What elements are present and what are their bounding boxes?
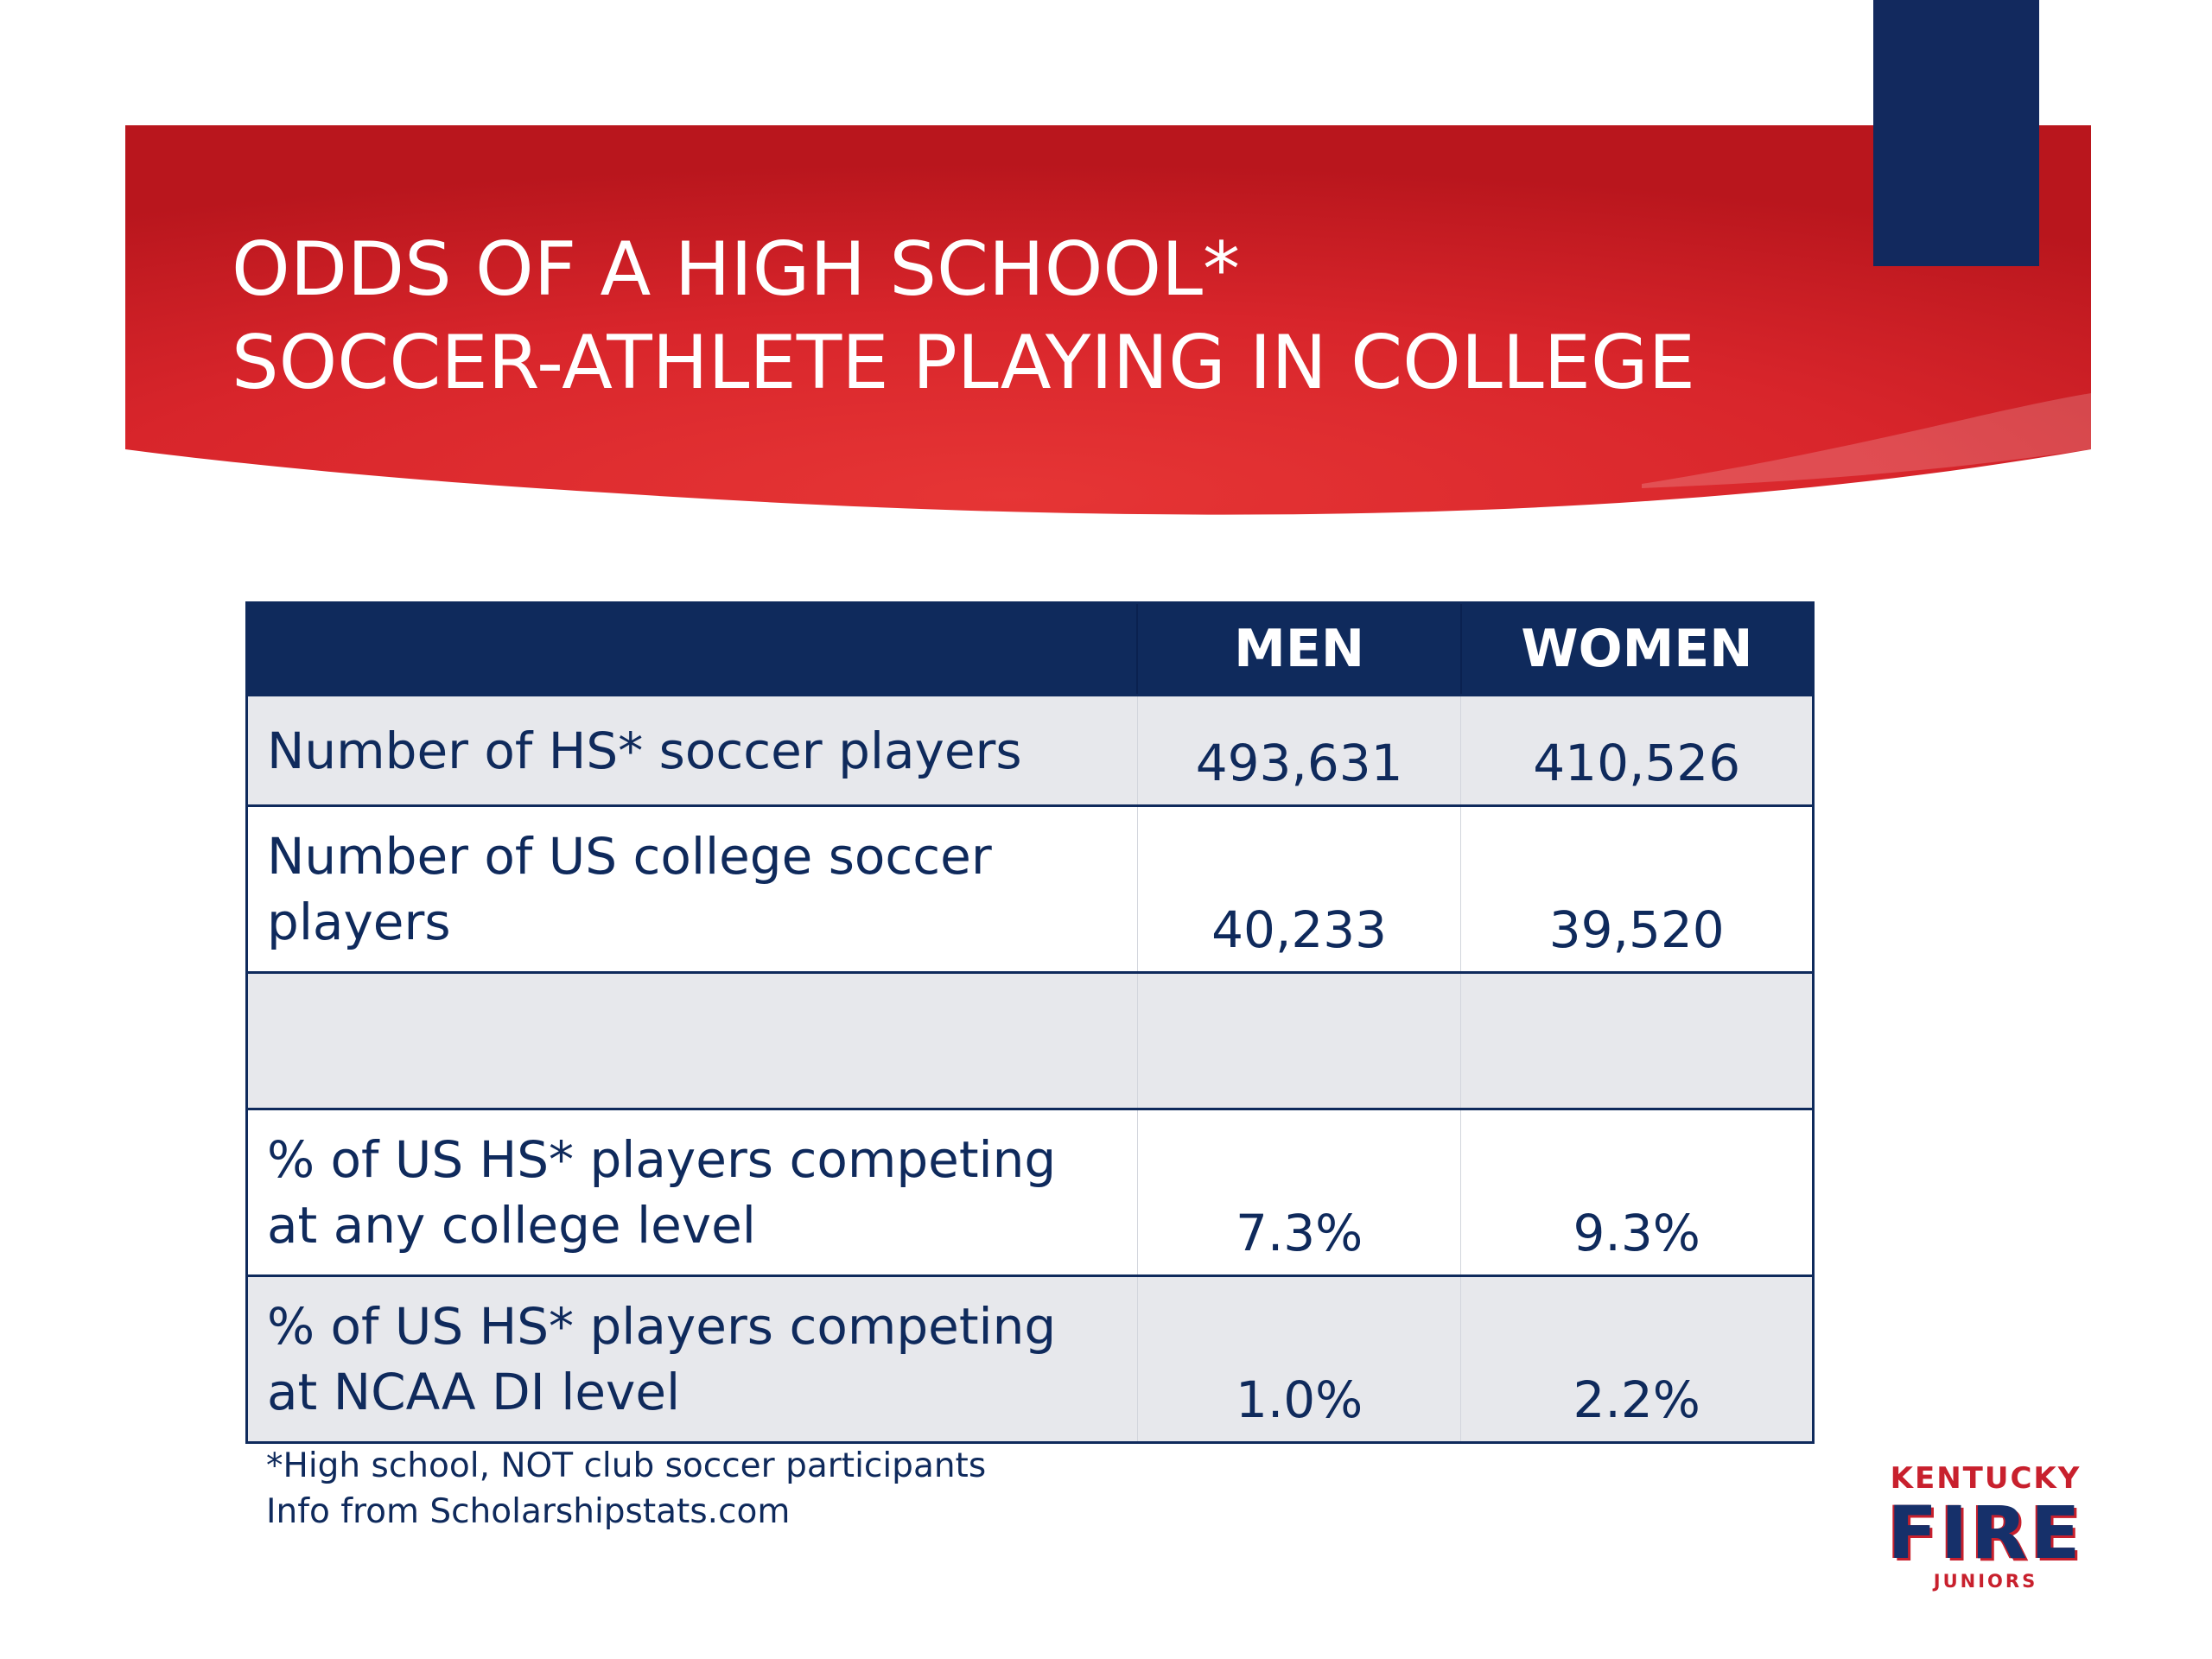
header-label-cell bbox=[246, 602, 1138, 696]
men-value: 1.0% bbox=[1136, 1274, 1461, 1443]
row-label-line: Number of HS* soccer players bbox=[267, 721, 1022, 780]
logo-juniors-text: JUNIORS bbox=[1933, 1571, 2038, 1592]
women-value: 410,526 bbox=[1460, 694, 1814, 806]
row-label-line: at any college level bbox=[267, 1196, 756, 1255]
footnote-line: Info from Scholarshipstats.com bbox=[266, 1492, 791, 1531]
header-women: WOMEN bbox=[1459, 602, 1814, 696]
row-label bbox=[246, 971, 1138, 1109]
women-value: 39,520 bbox=[1460, 804, 1814, 973]
men-value: 7.3% bbox=[1136, 1108, 1461, 1276]
navy-accent-bar bbox=[1873, 0, 2039, 266]
header-men: MEN bbox=[1136, 602, 1461, 696]
men-value: 493,631 bbox=[1136, 694, 1461, 806]
title-line-1: ODDS OF A HIGH SCHOOL* bbox=[232, 226, 1241, 313]
row-label-line: % of US HS* players competing bbox=[267, 1297, 1057, 1356]
slide-title: ODDS OF A HIGH SCHOOL* SOCCER-ATHLETE PL… bbox=[232, 223, 1873, 410]
odds-table: MEN WOMEN Number of HS* soccer players 4… bbox=[245, 601, 1815, 1444]
row-label: Number of HS* soccer players bbox=[246, 694, 1138, 806]
row-label-line: players bbox=[267, 893, 451, 951]
banner-highlight bbox=[1642, 393, 2091, 488]
table-header-row: MEN WOMEN bbox=[246, 602, 1814, 696]
row-label: % of US HS* players competing at any col… bbox=[246, 1108, 1138, 1276]
women-value: 9.3% bbox=[1460, 1108, 1814, 1276]
logo-fire-text: FIRE bbox=[1887, 1491, 2084, 1575]
row-label-line: % of US HS* players competing bbox=[267, 1130, 1057, 1189]
kentucky-fire-juniors-logo: KENTUCKY FIRE JUNIORS bbox=[1866, 1460, 2105, 1593]
row-label-line: Number of US college soccer bbox=[267, 827, 992, 886]
men-value bbox=[1136, 971, 1461, 1109]
footnote-line: *High school, NOT club soccer participan… bbox=[266, 1446, 987, 1485]
row-label-line: at NCAA DI level bbox=[267, 1363, 681, 1421]
table-row-empty bbox=[246, 971, 1814, 1109]
table-row: % of US HS* players competing at any col… bbox=[246, 1108, 1814, 1276]
table-row: Number of US college soccer players 40,2… bbox=[246, 804, 1814, 973]
logo-kentucky-text: KENTUCKY bbox=[1890, 1461, 2082, 1496]
table-row: % of US HS* players competing at NCAA DI… bbox=[246, 1274, 1814, 1443]
row-label: % of US HS* players competing at NCAA DI… bbox=[246, 1274, 1138, 1443]
table-row: Number of HS* soccer players 493,631 410… bbox=[246, 694, 1814, 806]
men-value: 40,233 bbox=[1136, 804, 1461, 973]
banner-shape bbox=[125, 125, 2091, 515]
women-value bbox=[1460, 971, 1814, 1109]
women-value: 2.2% bbox=[1460, 1274, 1814, 1443]
title-line-2: SOCCER-ATHLETE PLAYING IN COLLEGE bbox=[232, 320, 1695, 406]
row-label: Number of US college soccer players bbox=[246, 804, 1138, 973]
footnotes: *High school, NOT club soccer participan… bbox=[266, 1443, 986, 1535]
